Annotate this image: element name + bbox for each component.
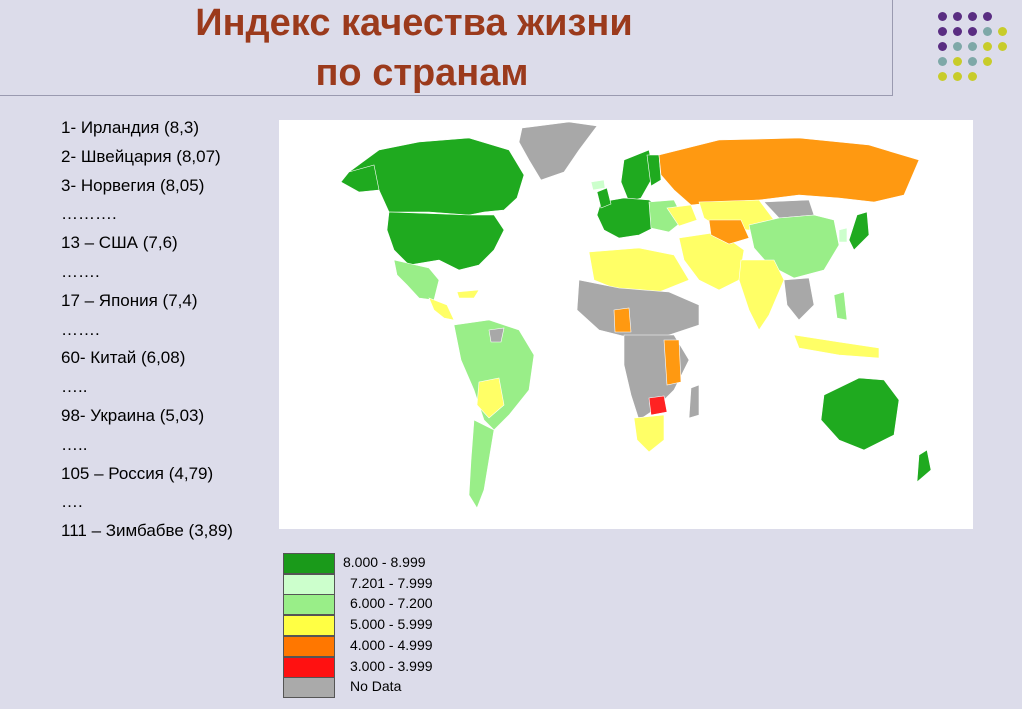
decor-dot <box>983 57 992 66</box>
region-usa <box>386 211 505 271</box>
country-ranking-list: 1- Ирландия (8,3) 2- Швейцария (8,07) 3-… <box>61 114 233 546</box>
decor-dot <box>938 12 947 21</box>
decor-dot <box>968 57 977 66</box>
region-east-africa <box>663 339 682 386</box>
region-scandinavia <box>620 149 655 203</box>
page-title: Индекс качества жизни <box>195 2 633 44</box>
decor-dot <box>953 57 962 66</box>
region-zimbabwe <box>648 395 668 416</box>
ranking-item: 13 – США (7,6) <box>61 233 178 253</box>
region-russia <box>658 137 920 206</box>
ranking-ellipsis: ……. <box>61 261 100 281</box>
legend-swatch <box>283 553 335 574</box>
region-guyana <box>488 327 505 343</box>
region-philippines <box>833 291 848 321</box>
region-mongolia <box>763 199 815 219</box>
region-ukraine <box>666 204 698 227</box>
decor-dot <box>968 27 977 36</box>
decor-dot <box>968 12 977 21</box>
legend-swatch <box>283 615 335 637</box>
region-central-america <box>428 297 455 321</box>
ranking-ellipsis: ……. <box>61 319 100 339</box>
legend-swatch <box>283 573 335 595</box>
region-korea <box>838 227 848 243</box>
region-new-zealand <box>916 449 932 483</box>
region-caribbean <box>456 289 480 299</box>
region-madagascar <box>688 384 700 419</box>
region-south-america-north <box>453 319 535 431</box>
decor-dot <box>953 27 962 36</box>
title-frame <box>0 0 893 96</box>
legend-swatch <box>283 656 335 678</box>
decor-dot <box>968 72 977 81</box>
decor-dot <box>953 72 962 81</box>
ranking-item: 60- Китай (6,08) <box>61 348 186 368</box>
decor-dot <box>983 12 992 21</box>
ranking-item: 98- Украина (5,03) <box>61 405 205 425</box>
region-southern-africa <box>633 414 665 453</box>
legend-label: No Data <box>350 678 402 695</box>
region-mexico <box>393 259 440 301</box>
region-southern-cone <box>468 419 495 509</box>
ranking-item: 17 – Япония (7,4) <box>61 290 198 310</box>
decor-dot <box>938 57 947 66</box>
decor-dot <box>968 42 977 51</box>
region-alaska <box>340 164 380 193</box>
ranking-ellipsis: ….. <box>61 434 88 454</box>
legend-label: 5.000 - 5.999 <box>350 616 433 633</box>
legend-swatch <box>283 635 335 657</box>
legend-label: 4.000 - 4.999 <box>350 636 433 653</box>
region-north-africa <box>588 247 690 293</box>
region-australia <box>820 377 900 451</box>
page-subtitle: по странам <box>315 52 529 94</box>
region-southeast-asia <box>783 277 815 321</box>
decor-dot <box>938 42 947 51</box>
legend-swatch <box>283 677 335 699</box>
region-central-asia <box>708 219 750 245</box>
ranking-ellipsis: …. <box>61 492 83 512</box>
decor-dot <box>983 27 992 36</box>
ranking-ellipsis: ….. <box>61 377 88 397</box>
decor-dot <box>953 12 962 21</box>
legend-label: 7.201 - 7.999 <box>350 574 433 591</box>
ranking-item: 111 – Зимбабве (3,89) <box>61 521 233 541</box>
region-iceland <box>590 179 606 191</box>
region-japan <box>848 211 870 251</box>
decor-dot <box>938 72 947 81</box>
region-nigeria <box>613 307 632 333</box>
region-canada <box>348 137 525 216</box>
legend-label: 8.000 - 8.999 <box>343 554 426 570</box>
decor-dot <box>983 42 992 51</box>
region-bolivia <box>476 377 505 419</box>
region-india <box>738 259 785 331</box>
decor-dot <box>953 42 962 51</box>
world-map <box>279 120 973 529</box>
decor-dot <box>998 27 1007 36</box>
region-indonesia <box>793 334 880 359</box>
ranking-item: 3- Норвегия (8,05) <box>61 175 205 195</box>
decor-dot <box>938 27 947 36</box>
legend-label: 6.000 - 7.200 <box>350 595 433 612</box>
ranking-item: 1- Ирландия (8,3) <box>61 118 199 137</box>
region-finland <box>646 154 662 187</box>
region-british-isles <box>596 187 612 209</box>
ranking-item: 2- Швейцария (8,07) <box>61 146 221 166</box>
region-western-europe <box>596 197 665 239</box>
ranking-item: 105 – Россия (4,79) <box>61 463 214 483</box>
region-greenland <box>518 121 598 181</box>
decor-dot <box>998 42 1007 51</box>
world-map-svg <box>340 121 932 509</box>
ranking-ellipsis: ………. <box>61 204 117 224</box>
legend-label: 3.000 - 3.999 <box>350 657 433 674</box>
legend-swatch <box>283 594 335 616</box>
